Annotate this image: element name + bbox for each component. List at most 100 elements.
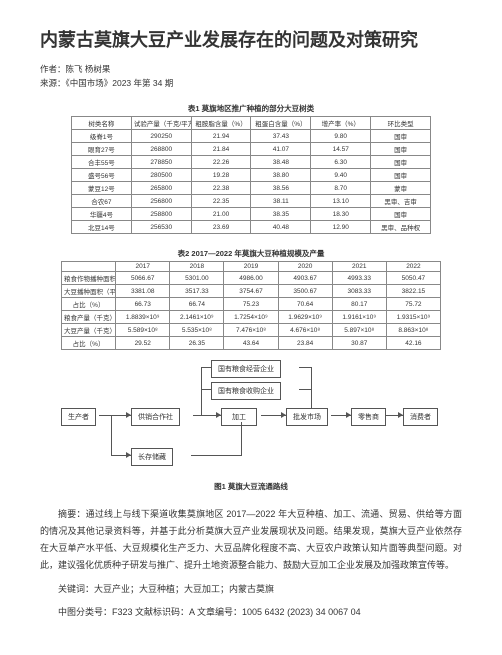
table1-header: 环比类型 xyxy=(371,117,431,130)
figure1-caption: 图1 莫旗大豆流通路线 xyxy=(40,481,462,492)
table-cell: 38.35 xyxy=(251,208,311,221)
table-cell: 23.84 xyxy=(278,337,332,350)
node-retail: 零售商 xyxy=(351,408,386,426)
table1-header: 粗胺脂含量（%） xyxy=(191,117,251,130)
table-cell: 258800 xyxy=(131,208,191,221)
table-row: 蒙豆12号26580022.3838.568.70蒙审 xyxy=(72,182,431,195)
table-cell: 占比（%） xyxy=(62,337,116,350)
table-cell: 华疆4号 xyxy=(72,208,132,221)
table-row: 北豆14号25653023.6940.4812.90黑审、品种权 xyxy=(72,221,431,234)
table-cell: 43.64 xyxy=(224,337,278,350)
table-cell: 国审 xyxy=(371,169,431,182)
table-cell: 合丰55号 xyxy=(72,156,132,169)
table-cell: 4903.67 xyxy=(278,272,332,285)
table-cell: 12.90 xyxy=(311,221,371,234)
table-cell: 蒙审 xyxy=(371,182,431,195)
table1-header: 树类名称 xyxy=(72,117,132,130)
table-cell: 38.80 xyxy=(251,169,311,182)
table-row: 合丰55号27885022.2638.486.30国审 xyxy=(72,156,431,169)
table-row: 占比（%）66.7366.7475.2370.6480.1775.72 xyxy=(62,298,441,311)
table2-header: 2022 xyxy=(386,262,440,272)
table-row: 粮食产量（千克）1.8839×10⁹2.1461×10⁹1.7254×10⁹1.… xyxy=(62,311,441,324)
table-cell: 80.17 xyxy=(332,298,386,311)
table-cell: 4993.33 xyxy=(332,272,386,285)
table1-header: 粗蛋白含量（%） xyxy=(251,117,311,130)
table-cell: 5.589×10⁸ xyxy=(116,324,170,337)
keywords-body: 大豆产业；大豆种植；大豆加工；内蒙古莫旗 xyxy=(94,584,274,594)
table2-caption: 表2 2017—2022 年莫旗大豆种植规模及产量 xyxy=(40,248,462,259)
table2: 201720182019202020212022 粮食作物播种面积（平方千米）5… xyxy=(61,261,441,350)
node-state: 国有粮食经营企业 xyxy=(211,360,281,378)
table-cell: 38.11 xyxy=(251,195,311,208)
table-cell: 国审 xyxy=(371,143,431,156)
table-cell: 42.16 xyxy=(386,337,440,350)
table-cell: 4.676×10⁸ xyxy=(278,324,332,337)
table-cell: 黑审、吉审 xyxy=(371,195,431,208)
table-cell: 6.30 xyxy=(311,156,371,169)
table-cell: 40.48 xyxy=(251,221,311,234)
table-cell: 8.863×10⁸ xyxy=(386,324,440,337)
table-cell: 290250 xyxy=(131,130,191,143)
table-row: 占比（%）29.5226.3543.6423.8430.8742.16 xyxy=(62,337,441,350)
table-cell: 占比（%） xyxy=(62,298,116,311)
classification: 中图分类号：F323 文献标识码：A 文章编号：1005 6432 (2023)… xyxy=(40,604,462,621)
table-cell: 4986.00 xyxy=(224,272,278,285)
author-line: 作者：陈飞 杨树果 xyxy=(40,63,462,75)
table-cell: 13.10 xyxy=(311,195,371,208)
table-cell: 14.57 xyxy=(311,143,371,156)
page-title: 内蒙古莫旗大豆产业发展存在的问题及对策研究 xyxy=(40,28,462,53)
table-cell: 粮食产量（千克） xyxy=(62,311,116,324)
table-cell: 1.9161×10⁹ xyxy=(332,311,386,324)
table-cell: 256800 xyxy=(131,195,191,208)
table-cell: 21.00 xyxy=(191,208,251,221)
table-cell: 国审 xyxy=(371,156,431,169)
table-cell: 3517.33 xyxy=(170,285,224,298)
table-cell: 5.535×10⁸ xyxy=(170,324,224,337)
table-cell: 3083.33 xyxy=(332,285,386,298)
table-cell: 37.43 xyxy=(251,130,311,143)
table-cell: 75.72 xyxy=(386,298,440,311)
table-cell: 1.8839×10⁹ xyxy=(116,311,170,324)
table-cell: 大豆产量（千克） xyxy=(62,324,116,337)
table-cell: 8.70 xyxy=(311,182,371,195)
table-cell: 280500 xyxy=(131,169,191,182)
table-cell: 70.64 xyxy=(278,298,332,311)
table-row: 粮食作物播种面积（平方千米）5066.675301.004986.004903.… xyxy=(62,272,441,285)
table-cell: 北豆14号 xyxy=(72,221,132,234)
table-cell: 国审 xyxy=(371,130,431,143)
table-cell: 256530 xyxy=(131,221,191,234)
table-cell: 合农67 xyxy=(72,195,132,208)
flowchart: 生产者 供销合作社 长存储藏 国有粮食经营企业 国有粮食收购企业 加工 批发市场… xyxy=(61,360,441,475)
table-cell: 1.9315×10⁹ xyxy=(386,311,440,324)
table-cell: 30.87 xyxy=(332,337,386,350)
table-cell: 23.69 xyxy=(191,221,251,234)
table-cell: 5050.47 xyxy=(386,272,440,285)
table1-caption: 表1 莫旗地区推广种植的部分大豆树类 xyxy=(40,103,462,114)
table-cell: 粮食作物播种面积（平方千米） xyxy=(62,272,116,285)
node-consumer: 消费者 xyxy=(403,408,438,426)
table-row: 盛号56号28050019.2838.809.40国审 xyxy=(72,169,431,182)
abstract: 摘要：通过线上与线下渠道收集莫旗地区 2017—2022 年大豆种植、加工、流通… xyxy=(40,506,462,574)
table1-header: 试验产量（千克/平方千米） xyxy=(131,117,191,130)
node-process: 加工 xyxy=(221,408,257,426)
node-supply: 供销合作社 xyxy=(131,408,180,426)
table-cell: 18.30 xyxy=(311,208,371,221)
table1: 树类名称试验产量（千克/平方千米）粗胺脂含量（%）粗蛋白含量（%）增产率（%）环… xyxy=(71,116,431,234)
abstract-body: 通过线上与线下渠道收集莫旗地区 2017—2022 年大豆种植、加工、流通、贸易… xyxy=(40,509,462,570)
table-cell: 19.28 xyxy=(191,169,251,182)
table-cell: 黑审、品种权 xyxy=(371,221,431,234)
table-cell: 3754.67 xyxy=(224,285,278,298)
table-cell: 268800 xyxy=(131,143,191,156)
table-cell: 5066.67 xyxy=(116,272,170,285)
table-cell: 41.07 xyxy=(251,143,311,156)
abstract-label: 摘要： xyxy=(58,509,86,519)
table-cell: 9.80 xyxy=(311,130,371,143)
table-cell: 21.94 xyxy=(191,130,251,143)
table-cell: 22.26 xyxy=(191,156,251,169)
table-cell: 38.56 xyxy=(251,182,311,195)
table-cell: 22.38 xyxy=(191,182,251,195)
table-row: 眼育27号26880021.8441.0714.57国审 xyxy=(72,143,431,156)
table-cell: 66.73 xyxy=(116,298,170,311)
table-row: 合农6725680022.3538.1113.10黑审、吉审 xyxy=(72,195,431,208)
table-row: 大豆播种面积（平方千米）3381.083517.333754.673500.67… xyxy=(62,285,441,298)
